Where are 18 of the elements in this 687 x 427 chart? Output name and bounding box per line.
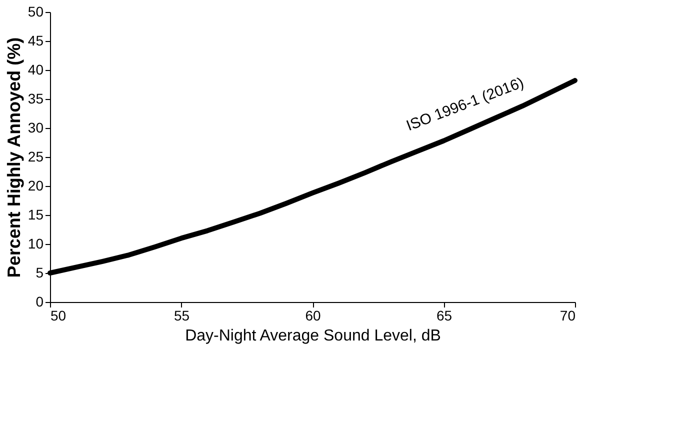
y-tick-label: 15 <box>28 206 44 222</box>
x-tick-label: 70 <box>560 308 576 324</box>
x-tick-label: 55 <box>174 308 190 324</box>
y-tick-label: 20 <box>28 178 44 194</box>
y-tick-label: 0 <box>36 294 44 310</box>
x-tick-label: 50 <box>50 308 66 324</box>
y-tick-label: 35 <box>28 90 44 106</box>
y-tick-label: 50 <box>28 4 44 20</box>
y-axis-title: Percent Highly Annoyed (%) <box>4 37 24 278</box>
y-tick-label: 25 <box>28 148 44 164</box>
y-tick-label: 45 <box>28 32 44 48</box>
y-tick-label: 30 <box>28 120 44 136</box>
x-axis-title: Day-Night Average Sound Level, dB <box>185 328 441 344</box>
x-tick-label: 60 <box>305 308 321 324</box>
y-tick-label: 10 <box>28 236 44 252</box>
y-tick-label: 40 <box>28 62 44 78</box>
y-tick-label: 5 <box>36 264 44 280</box>
x-tick-label: 65 <box>436 308 452 324</box>
